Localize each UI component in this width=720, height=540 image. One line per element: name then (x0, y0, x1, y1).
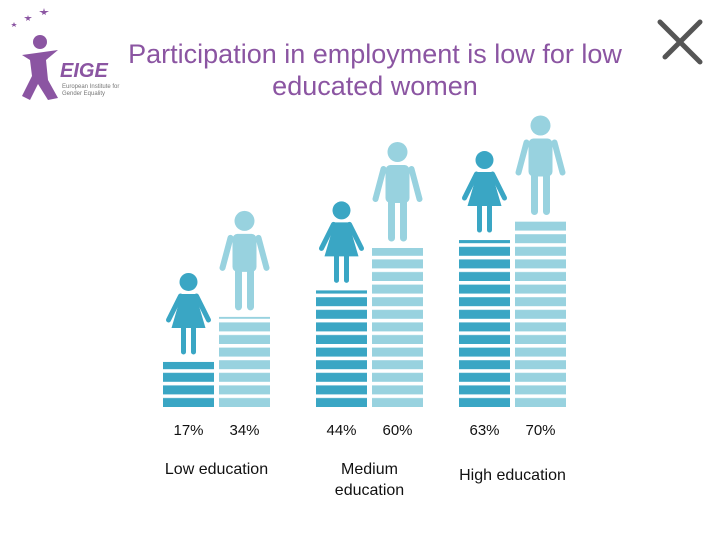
woman-icon (319, 201, 364, 283)
icon-legs (181, 325, 196, 355)
stack-bar (219, 316, 270, 407)
woman-icon (462, 151, 507, 233)
stack-bar (515, 221, 566, 407)
icon-arms (219, 234, 270, 271)
icon-head (332, 201, 351, 220)
value-label: 17% (173, 422, 203, 439)
icon-head (179, 272, 198, 291)
icon-head (530, 115, 551, 136)
icon-body (232, 233, 257, 272)
icon-body (385, 165, 410, 203)
category-label: Low education (164, 461, 269, 478)
icon-legs (531, 172, 550, 215)
category-label: High education (459, 467, 566, 484)
icon-arms (515, 139, 566, 176)
icon-head (475, 151, 494, 170)
man-icon (515, 115, 566, 215)
stack-bar (163, 361, 214, 407)
value-label: 60% (382, 422, 412, 439)
icon-arms (372, 166, 423, 202)
value-label: 63% (469, 422, 499, 439)
value-label: 70% (525, 422, 555, 439)
icon-head (234, 210, 255, 231)
icon-head (387, 142, 408, 162)
logo-tagline: European Institute for Gender Equality (62, 84, 120, 97)
icon-body (528, 138, 553, 177)
chart-title: Participation in employment is low for l… (128, 39, 622, 101)
category-label: Medium education (334, 461, 405, 499)
tools-icon (657, 19, 703, 65)
woman-icon (166, 272, 211, 355)
logo-name: EIGE (60, 60, 108, 82)
value-label: 44% (326, 422, 356, 439)
man-icon (219, 210, 270, 311)
icon-arms (319, 221, 364, 251)
stack-bar (372, 248, 423, 407)
icon-arms (166, 293, 211, 323)
value-label: 34% (229, 422, 259, 439)
man-icon (372, 142, 423, 242)
stack-bar (459, 240, 510, 407)
icon-legs (477, 203, 492, 233)
stack-bar (316, 290, 367, 407)
icon-arms (462, 171, 507, 201)
icon-legs (388, 198, 407, 242)
icon-legs (235, 267, 254, 311)
logo-mark (11, 8, 58, 100)
icon-legs (334, 253, 349, 283)
